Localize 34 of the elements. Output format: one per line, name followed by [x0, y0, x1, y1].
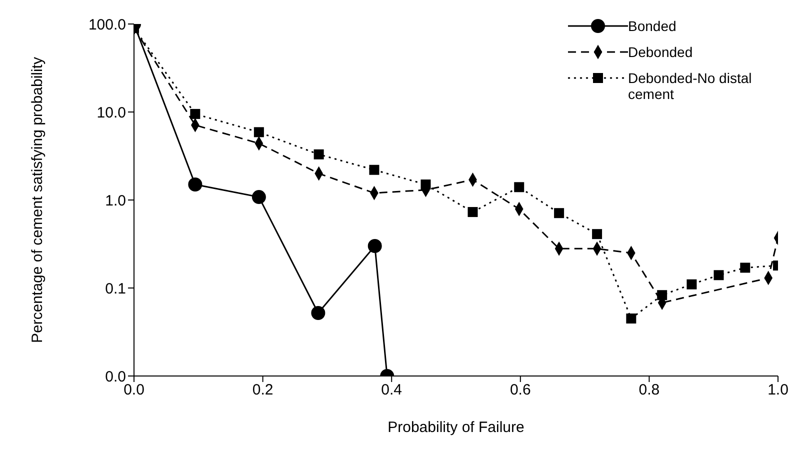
legend-label: Bonded — [628, 18, 678, 34]
point — [626, 314, 636, 324]
y-tick-label: 0.0 — [105, 368, 126, 386]
point — [514, 182, 524, 192]
x-tick-label: 0.8 — [638, 382, 660, 399]
legend-label: Debonded-No distal cement — [628, 70, 753, 102]
point — [188, 178, 202, 192]
point — [311, 306, 326, 320]
point — [554, 208, 564, 218]
point — [657, 290, 668, 300]
y-tick-label: 0.1 — [105, 280, 126, 298]
point — [420, 180, 431, 190]
y-tick-label: 1.0 — [105, 192, 126, 210]
x-tick-label: 1.0 — [768, 382, 788, 399]
point — [254, 127, 264, 138]
legend-label: Debonded — [628, 44, 694, 60]
y-axis-title: Percentage of cement satisfying probability — [29, 56, 47, 345]
x-tick-label: 0.0 — [124, 382, 144, 399]
x-tick-label: 0.4 — [381, 382, 402, 399]
point — [468, 207, 478, 218]
y-tick-label: 100.0 — [88, 16, 126, 34]
y-tick-label: 10.0 — [96, 104, 126, 122]
x-tick-label: 0.2 — [252, 382, 274, 399]
point — [740, 262, 750, 273]
point — [314, 149, 324, 160]
point — [686, 279, 697, 290]
point — [369, 164, 380, 175]
point — [592, 229, 602, 240]
point — [368, 239, 382, 253]
point — [714, 270, 724, 280]
point — [252, 190, 266, 204]
x-axis-title: Probability of Failure — [388, 419, 524, 436]
x-tick-label: 0.6 — [510, 382, 531, 399]
point — [190, 108, 200, 119]
